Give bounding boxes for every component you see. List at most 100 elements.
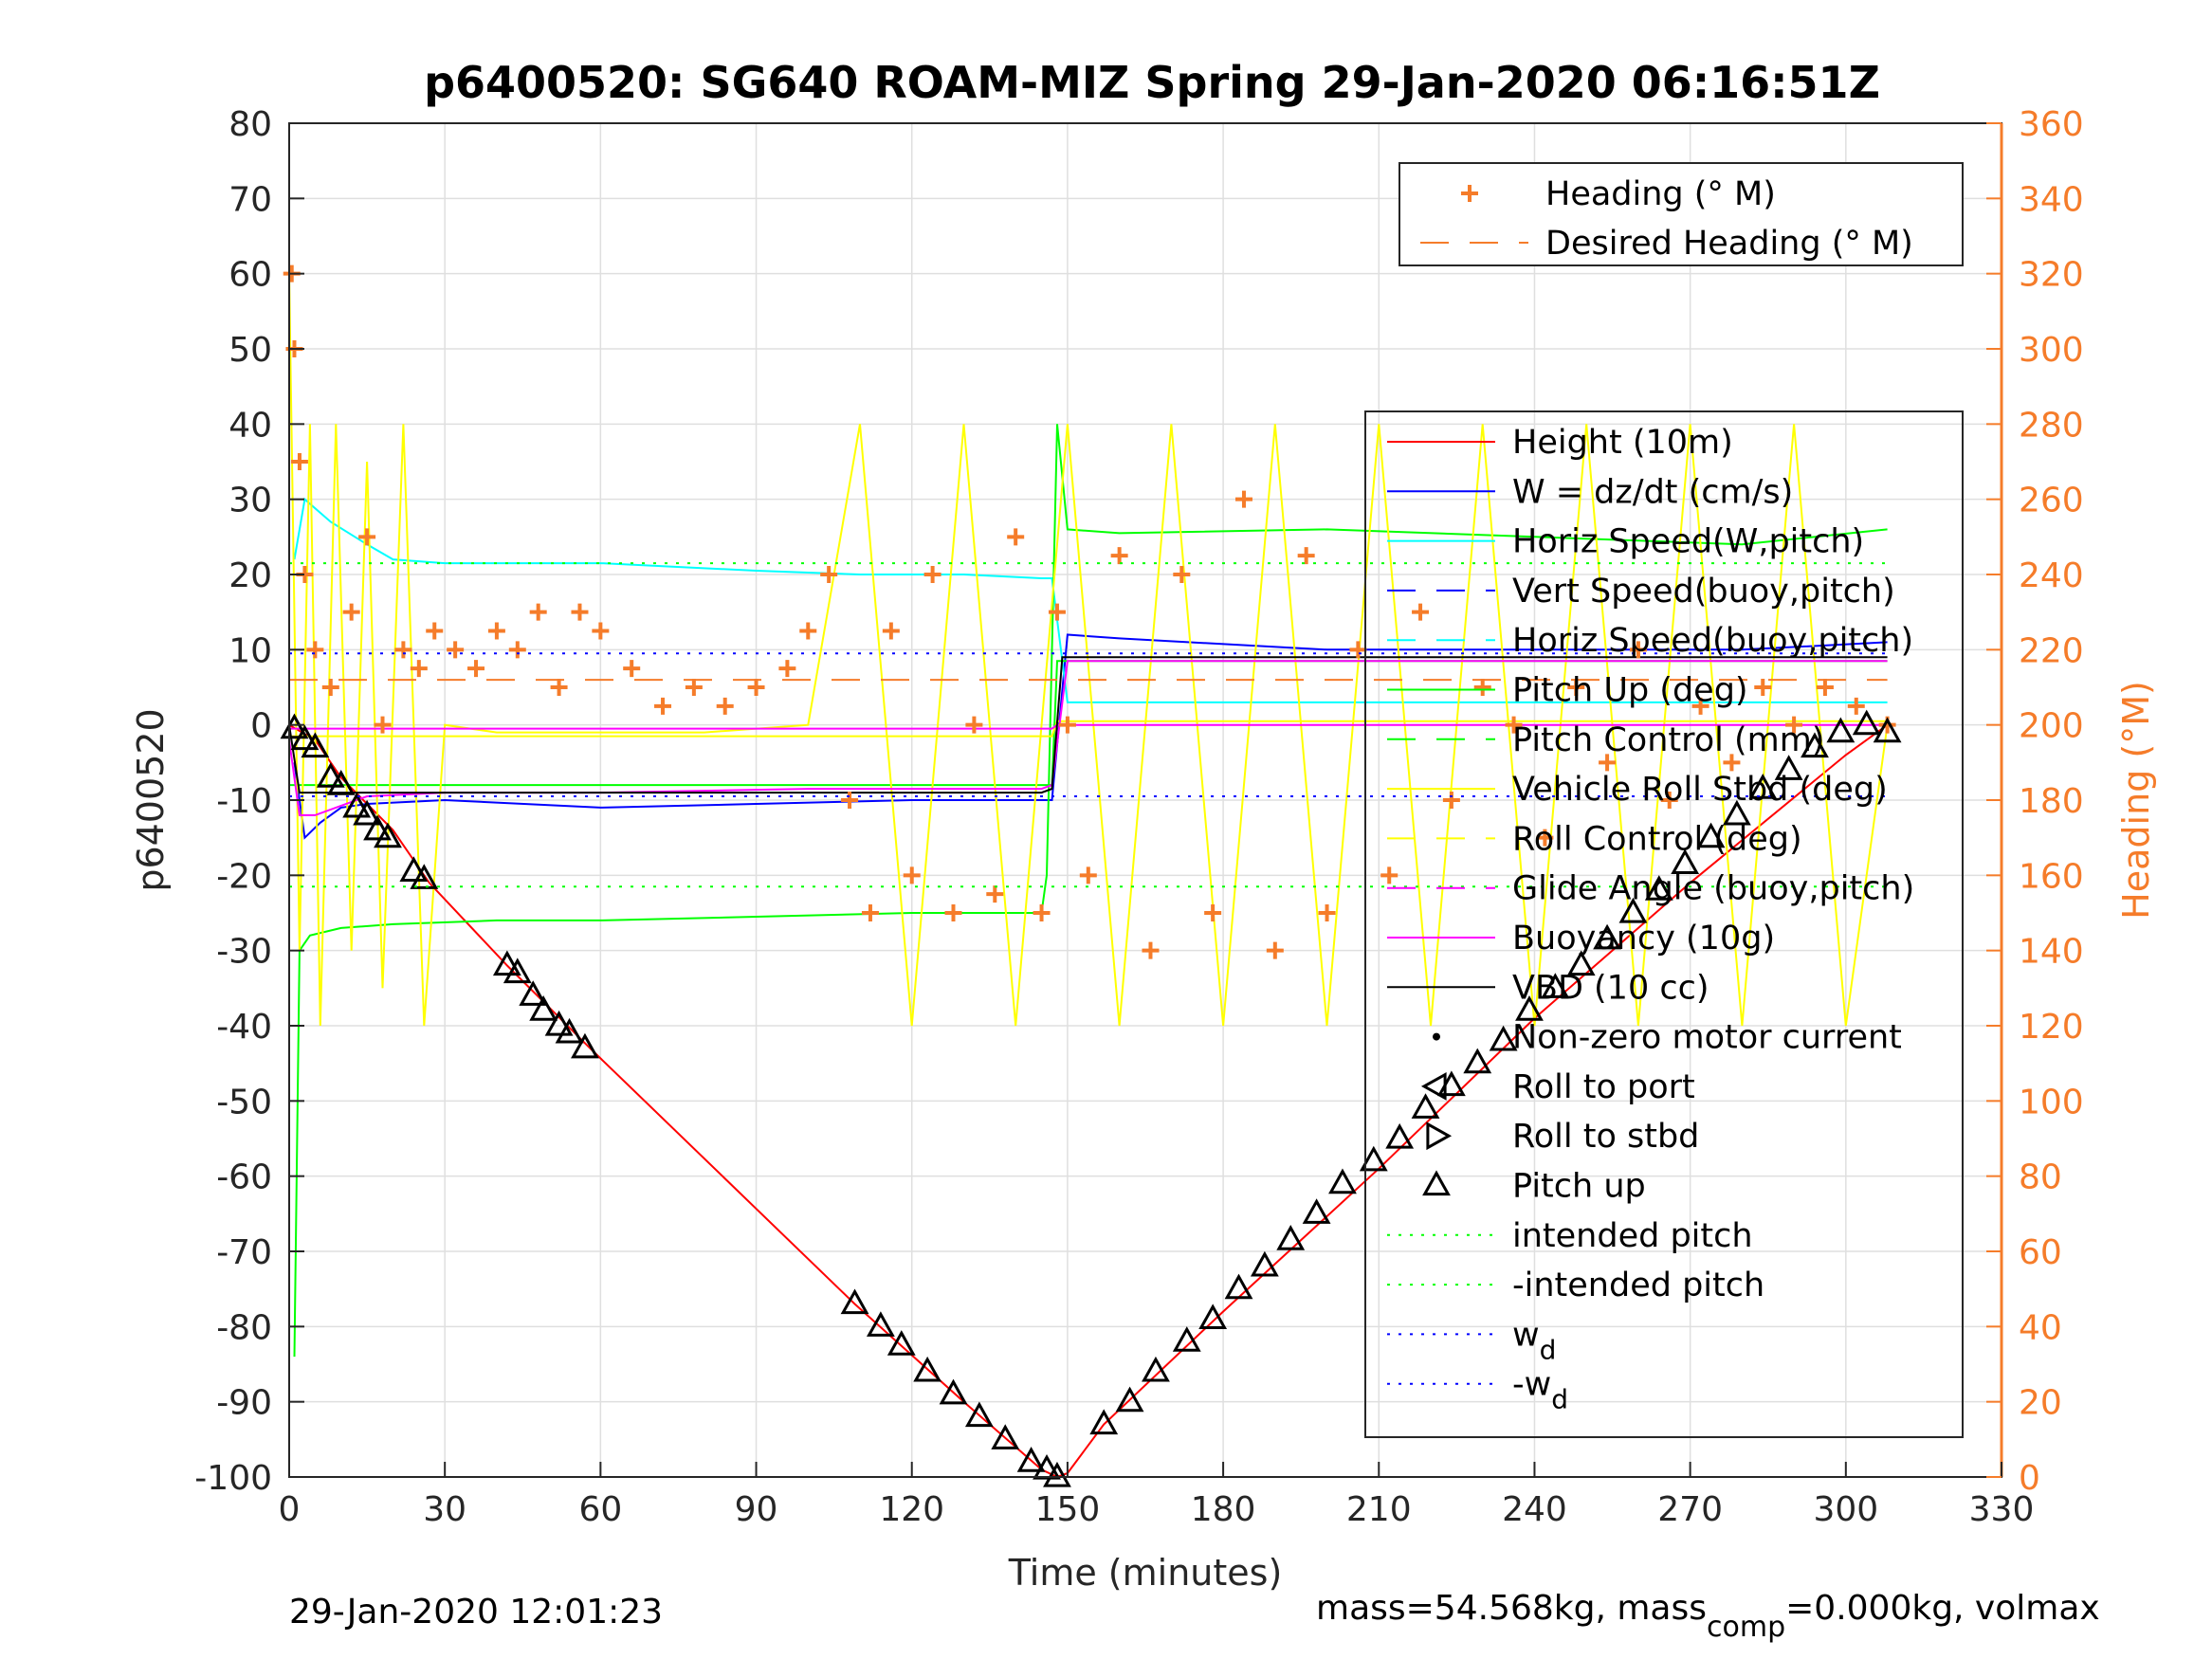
triangle-marker	[1224, 1273, 1253, 1300]
series-w-dz-dt-cm-s	[293, 633, 1888, 840]
series-line	[288, 273, 1889, 1027]
legend-sample	[1426, 1121, 1453, 1151]
series-line	[289, 723, 1888, 730]
series-roll-control-deg	[289, 720, 1888, 738]
triangle-marker	[1016, 1447, 1046, 1472]
plus-marker	[923, 566, 941, 583]
series-line	[289, 720, 1888, 738]
triangle-marker	[1142, 1356, 1170, 1382]
legend-label: -intended pitch	[1512, 1267, 1764, 1304]
triangle-marker	[1043, 1461, 1071, 1487]
legend-label-text: Horiz Speed(W,pitch)	[1512, 523, 1864, 561]
plus-marker	[944, 904, 962, 921]
y-right-tick-label: 180	[2019, 782, 2084, 821]
triangle-marker	[492, 950, 521, 976]
triangle-marker	[399, 856, 429, 882]
y-tick-label: 70	[229, 180, 272, 219]
plus-marker	[799, 622, 817, 640]
legend-label-text: Non-zero motor current	[1512, 1019, 1902, 1057]
plus-marker	[1536, 829, 1554, 847]
y-right-tick-label: 300	[2019, 331, 2084, 370]
plus-marker	[290, 453, 308, 470]
x-tick-label: 60	[578, 1490, 622, 1529]
plus-marker	[508, 641, 526, 659]
legend-label-text: Pitch Control (mm)	[1512, 721, 1824, 759]
y-right-tick-label: 200	[2019, 707, 2084, 746]
legend-label-text: intended pitch	[1512, 1217, 1753, 1255]
plus-marker	[623, 660, 641, 678]
plus-marker	[1142, 941, 1160, 959]
y-right-tick-label: 260	[2019, 482, 2084, 520]
plus-marker	[1266, 941, 1284, 959]
legend-label-text: -intended pitch	[1512, 1267, 1764, 1304]
series-pitch-up	[280, 709, 1902, 1487]
legend-label-text: Buoyancy (10g)	[1512, 920, 1775, 957]
plus-marker	[529, 603, 547, 621]
y-tick-label: -20	[216, 857, 272, 896]
legend-label: Roll to stbd	[1512, 1118, 1699, 1156]
triangle-left-marker	[1420, 1071, 1447, 1101]
plus-marker	[1723, 754, 1741, 772]
legend-label-text: Height (10m)	[1512, 424, 1733, 462]
series-line	[293, 497, 1888, 703]
series-layer	[280, 264, 1902, 1487]
chart-title: p6400520: SG640 ROAM-MIZ Spring 29-Jan-2…	[424, 57, 1880, 108]
plus-marker	[1204, 904, 1222, 921]
series-line	[293, 424, 1888, 1358]
legend-label-text: Heading (° M)	[1545, 175, 1776, 213]
y-tick-label: -80	[216, 1308, 272, 1347]
y-tick-label: 40	[229, 406, 272, 445]
y-right-tick-label: 60	[2019, 1233, 2062, 1272]
x-axis-label: Time (minutes)	[1008, 1552, 1283, 1594]
plus-marker	[1461, 185, 1478, 202]
y-tick-label: -60	[216, 1158, 272, 1197]
legend-label-text: VBD (10 cc)	[1512, 969, 1709, 1007]
y-right-tick-label: 240	[2019, 556, 2084, 595]
footer-mass-part1: mass=54.568kg, mass	[1316, 1589, 1707, 1628]
series-line	[288, 656, 1888, 794]
triangle-marker	[1566, 950, 1596, 976]
legend-label: W = dz/dt (cm/s)	[1512, 473, 1793, 511]
triangle-marker	[374, 822, 402, 848]
axis-ticks: 0 30 60 90 120 150 180 210 240 270 300 330807060504…	[194, 105, 2083, 1529]
y-tick-label: 50	[229, 331, 272, 370]
x-tick-label: 120	[879, 1490, 944, 1529]
legend-label-text: Horiz Speed(buoy,pitch)	[1512, 622, 1913, 660]
y-right-tick-label: 140	[2019, 933, 2084, 972]
triangle-marker	[1089, 1409, 1119, 1435]
x-tick-label: 180	[1191, 1490, 1256, 1529]
x-tick-label: 330	[1969, 1490, 2035, 1529]
triangle-marker	[1541, 973, 1570, 998]
y-tick-label: 60	[229, 256, 272, 295]
legend-main-box	[1364, 410, 1964, 1438]
plus-marker	[986, 885, 1004, 903]
plus-marker	[306, 641, 324, 659]
series-vbd-10-cc	[288, 656, 1888, 794]
legend-label-text: Vert Speed(buoy,pitch)	[1512, 573, 1895, 611]
plus-marker	[1847, 697, 1865, 715]
plus-marker	[903, 866, 921, 884]
y-axis-label: p6400520	[130, 708, 172, 891]
plus-marker	[1567, 679, 1585, 696]
triangle-marker	[353, 799, 381, 826]
legend-label: Desired Heading (° M)	[1545, 225, 1913, 263]
y-right-tick-label: 100	[2019, 1083, 2084, 1121]
plus-marker	[374, 716, 392, 734]
triangle-marker	[571, 1032, 599, 1059]
y-right-tick-label: 40	[2019, 1308, 2062, 1347]
x-tick-label: 150	[1035, 1490, 1101, 1529]
triangle-marker	[326, 770, 356, 795]
triangle-marker	[1411, 1093, 1440, 1119]
plus-marker	[861, 904, 879, 921]
triangle-marker	[1302, 1198, 1331, 1224]
plus-marker	[1173, 566, 1191, 583]
triangle-marker	[1671, 848, 1700, 875]
triangle-marker	[544, 1010, 574, 1036]
plus-marker	[965, 716, 983, 734]
plus-marker	[1297, 547, 1315, 565]
series-pitch-up-deg	[293, 424, 1888, 1358]
triangle-marker	[519, 980, 548, 1006]
plus-marker	[358, 528, 376, 546]
plus-marker	[778, 660, 796, 678]
legend-label-text: W = dz/dt (cm/s)	[1512, 473, 1793, 511]
